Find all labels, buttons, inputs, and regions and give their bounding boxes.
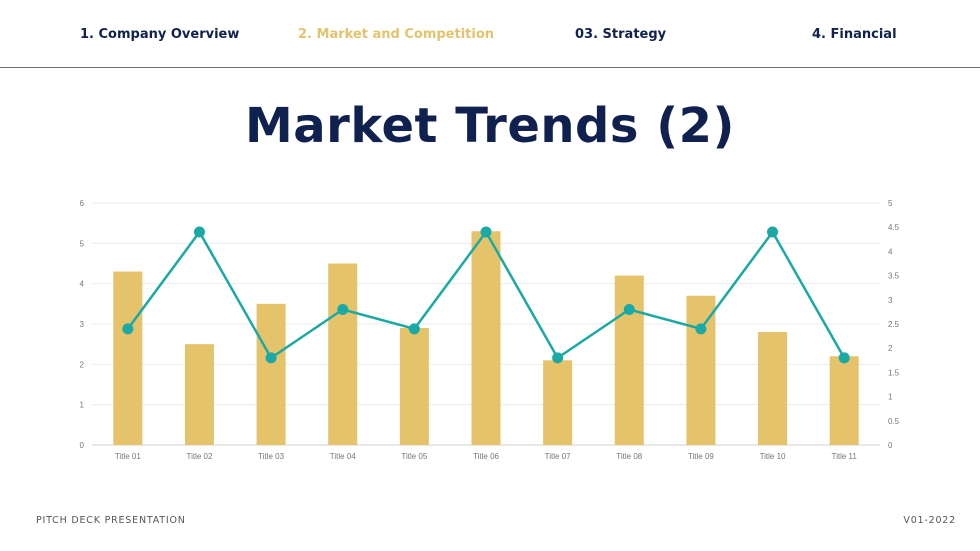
y-left-tick-label: 1 (80, 401, 85, 410)
y-left-tick-label: 5 (80, 239, 85, 248)
bar (543, 360, 573, 445)
bar (829, 356, 859, 445)
top-navigation: 1. Company Overview 2. Market and Compet… (0, 0, 980, 68)
x-tick-label: Title 07 (545, 452, 571, 461)
bar (113, 271, 143, 445)
y-left-tick-label: 2 (80, 360, 85, 369)
bar (184, 344, 214, 445)
y-right-tick-label: 5 (888, 199, 893, 208)
x-tick-label: Title 05 (401, 452, 427, 461)
y-right-tick-label: 4 (888, 247, 893, 256)
x-tick-label: Title 01 (115, 452, 141, 461)
y-right-tick-label: 0.5 (888, 417, 900, 426)
x-tick-label: Title 09 (688, 452, 714, 461)
line-point (265, 352, 277, 364)
line-point (767, 226, 779, 238)
x-tick-label: Title 04 (330, 452, 356, 461)
line-point (193, 226, 205, 238)
line-point (480, 226, 492, 238)
line-point (122, 323, 134, 335)
y-left-tick-label: 4 (80, 280, 85, 289)
bar (256, 303, 286, 445)
line-point (408, 323, 420, 335)
line-point (623, 303, 635, 315)
y-right-tick-label: 2 (888, 344, 893, 353)
nav-divider (0, 67, 980, 68)
bar (328, 263, 358, 445)
footer-presentation-label: PITCH DECK PRESENTATION (36, 515, 186, 526)
y-left-tick-label: 0 (80, 441, 85, 450)
x-tick-label: Title 06 (473, 452, 499, 461)
nav-item-market-and-competition[interactable]: 2. Market and Competition (298, 27, 495, 42)
bar (758, 332, 788, 445)
line-point (695, 323, 707, 335)
line-point (838, 352, 850, 364)
y-right-tick-label: 3 (888, 296, 893, 305)
y-right-tick-label: 2.5 (888, 320, 900, 329)
footer-version-label: V01-2022 (903, 515, 956, 526)
y-right-tick-label: 4.5 (888, 223, 900, 232)
y-right-tick-label: 1.5 (888, 368, 900, 377)
bar (399, 328, 429, 445)
nav-item-company-overview[interactable]: 1. Company Overview (80, 27, 240, 42)
y-right-tick-label: 3.5 (888, 272, 900, 281)
nav-item-financial[interactable]: 4. Financial (812, 27, 897, 42)
y-right-tick-label: 0 (888, 441, 893, 450)
line-point (552, 352, 564, 364)
bar (614, 275, 644, 445)
y-left-tick-label: 3 (80, 320, 85, 329)
x-tick-label: Title 11 (832, 452, 858, 461)
nav-item-strategy[interactable]: 03. Strategy (575, 27, 667, 42)
x-tick-label: Title 02 (186, 452, 212, 461)
line-point (337, 303, 349, 315)
x-tick-label: Title 03 (258, 452, 284, 461)
page-title: Market Trends (2) (245, 98, 735, 154)
x-tick-label: Title 10 (760, 452, 786, 461)
x-tick-label: Title 08 (616, 452, 642, 461)
bar (686, 295, 716, 445)
bar (471, 231, 501, 445)
y-right-tick-label: 1 (888, 393, 893, 402)
y-left-tick-label: 6 (80, 199, 85, 208)
